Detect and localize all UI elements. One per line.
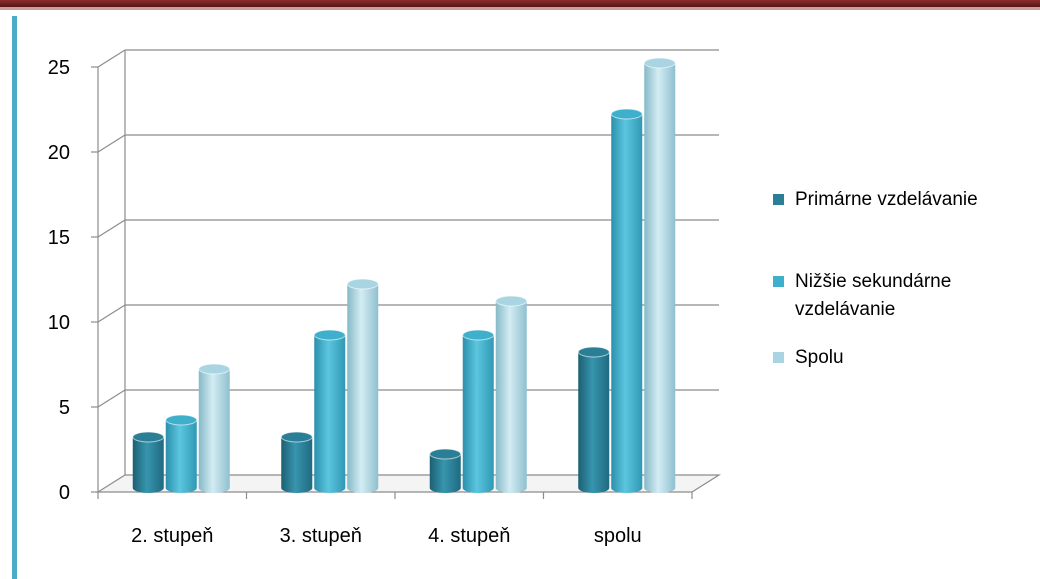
axes (91, 50, 722, 499)
top-border-edge (0, 7, 1040, 10)
x-tick-label: 2. stupeň (131, 525, 213, 547)
bar-body (347, 284, 379, 493)
bar (198, 363, 231, 493)
bar (346, 278, 379, 493)
bar-body (578, 352, 610, 493)
bar (610, 108, 643, 493)
bar-top (610, 108, 643, 120)
bar-top (462, 329, 495, 341)
y-tick-label: 25 (48, 57, 70, 79)
y-tick-label: 5 (59, 397, 70, 419)
legend-label: Nižšie sekundárne (795, 271, 951, 292)
bar-top (313, 329, 346, 341)
legend-swatch (773, 276, 784, 287)
gridline-diagonal (97, 219, 126, 238)
bar (429, 448, 462, 493)
bar-top (198, 363, 231, 375)
bar-body (198, 369, 230, 493)
bar-top (165, 414, 198, 426)
bars (132, 57, 676, 493)
bar-body (495, 301, 527, 493)
legend: Primárne vzdelávanie Nižšie sekundárne vzd… (773, 189, 978, 368)
y-tick-label: 10 (48, 312, 70, 334)
bar-body (314, 335, 346, 493)
bar-top (280, 431, 313, 443)
legend-label: vzdelávanie (795, 299, 895, 320)
bar (280, 431, 313, 493)
bar-body (429, 454, 461, 493)
bar-body (611, 114, 643, 493)
bar-body (165, 420, 197, 493)
x-tick-label: 4. stupeň (428, 525, 510, 547)
gridline-diagonal (97, 134, 126, 153)
bar (643, 57, 676, 493)
bar-top (495, 295, 528, 307)
bar (165, 414, 198, 493)
gridline-diagonal (97, 304, 126, 323)
x-tick-labels: 2. stupeň 3. stupeň 4. stupeň spolu (131, 525, 642, 547)
bar-body (644, 63, 676, 493)
x-tick-label: 3. stupeň (280, 525, 362, 547)
gridline-diagonal (97, 49, 126, 68)
bar-body (462, 335, 494, 493)
bar-top (346, 278, 379, 290)
bar (577, 346, 610, 493)
bar-top (643, 57, 676, 69)
chart-floor (95, 474, 722, 493)
bar (462, 329, 495, 493)
bar-top (429, 448, 462, 460)
bar-top (132, 431, 165, 443)
y-tick-label: 15 (48, 227, 70, 249)
bar (132, 431, 165, 493)
y-tick-label: 20 (48, 142, 70, 164)
top-border-bar (0, 0, 1040, 7)
bar (495, 295, 528, 493)
legend-swatch (773, 194, 784, 205)
y-tick-labels: 0 5 10 15 20 25 (48, 57, 70, 504)
bar-body (132, 437, 164, 493)
legend-label: Spolu (795, 347, 844, 368)
bar-top (577, 346, 610, 358)
y-tick-label: 0 (59, 482, 70, 504)
bar-body (281, 437, 313, 493)
gridline-diagonal (97, 389, 126, 408)
legend-swatch (773, 352, 784, 363)
x-tick-label: spolu (594, 525, 642, 547)
bar (313, 329, 346, 493)
left-accent-bar (12, 16, 17, 579)
legend-label: Primárne vzdelávanie (795, 189, 978, 210)
